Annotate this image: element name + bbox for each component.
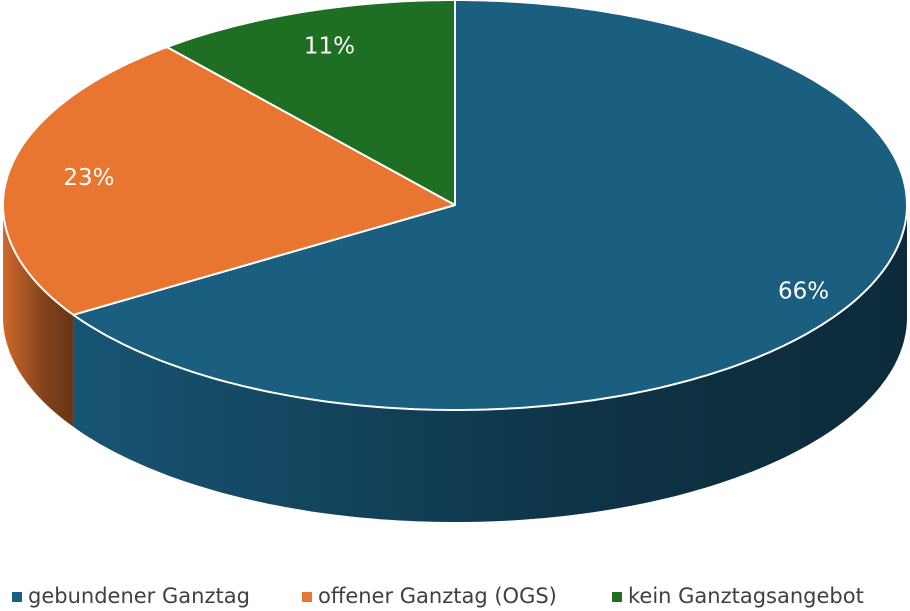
legend-swatch bbox=[612, 592, 622, 602]
legend-label: offener Ganztag (OGS) bbox=[318, 584, 557, 608]
data-label: 66% bbox=[778, 278, 829, 304]
data-label: 23% bbox=[63, 165, 114, 191]
legend-label: gebundener Ganztag bbox=[28, 584, 250, 608]
legend-label: kein Ganztagsangebot bbox=[628, 584, 864, 608]
data-label: 11% bbox=[304, 33, 355, 59]
pie-tops bbox=[2, 0, 908, 411]
slice bbox=[72, 0, 908, 411]
data-labels: 66% 23% 11% bbox=[63, 33, 829, 304]
legend-swatch bbox=[12, 592, 22, 602]
legend: gebundener Ganztag offener Ganztag (OGS) k… bbox=[12, 584, 864, 608]
slice-side-shade bbox=[3, 205, 74, 427]
slice-side-shade bbox=[73, 205, 907, 522]
pie-sides bbox=[3, 205, 907, 522]
slice bbox=[165, 0, 456, 206]
legend-swatch bbox=[302, 592, 312, 602]
slice bbox=[2, 46, 456, 316]
